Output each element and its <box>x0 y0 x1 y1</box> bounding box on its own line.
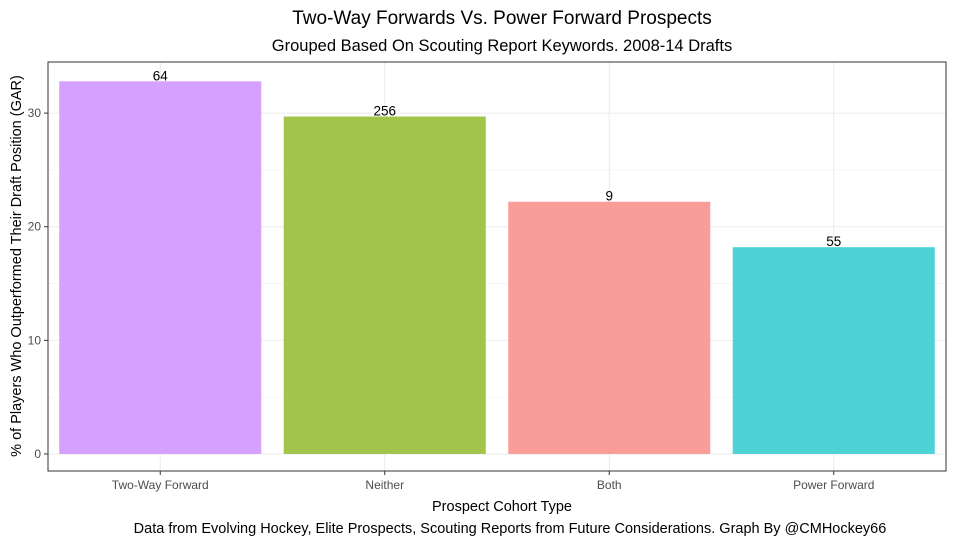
bar-value-label: 9 <box>605 189 613 204</box>
x-tick-label: Neither <box>365 478 404 492</box>
bar <box>59 81 262 454</box>
y-axis-ticks: 0 10 20 30 <box>28 106 48 461</box>
panel-border <box>47 61 947 472</box>
chart-title: Two-Way Forwards Vs. Power Forward Prosp… <box>292 8 712 29</box>
x-axis-title: Prospect Cohort Type <box>432 499 572 515</box>
chart-subtitle: Grouped Based On Scouting Report Keyword… <box>272 37 732 55</box>
bar-labels: 64 256 9 55 <box>153 68 842 249</box>
y-tick-label: 0 <box>34 447 41 461</box>
bar <box>732 247 935 454</box>
bar-value-label: 64 <box>153 68 169 83</box>
bar <box>508 201 711 454</box>
chart-caption: Data from Evolving Hockey, Elite Prospec… <box>134 521 887 537</box>
y-tick-label: 30 <box>28 106 42 120</box>
x-tick-label: Two-Way Forward <box>112 478 209 492</box>
x-tick-label: Power Forward <box>793 478 874 492</box>
bar <box>283 116 486 454</box>
bar-value-label: 55 <box>826 234 841 249</box>
x-tick-label: Both <box>597 478 622 492</box>
y-axis-title: % of Players Who Outperformed Their Draf… <box>9 75 25 457</box>
bars <box>59 81 935 454</box>
x-axis-ticks: Two-Way Forward Neither Both Power Forward <box>112 471 874 492</box>
y-tick-label: 20 <box>28 220 42 234</box>
y-tick-label: 10 <box>28 333 42 347</box>
bar-value-label: 256 <box>373 104 396 119</box>
